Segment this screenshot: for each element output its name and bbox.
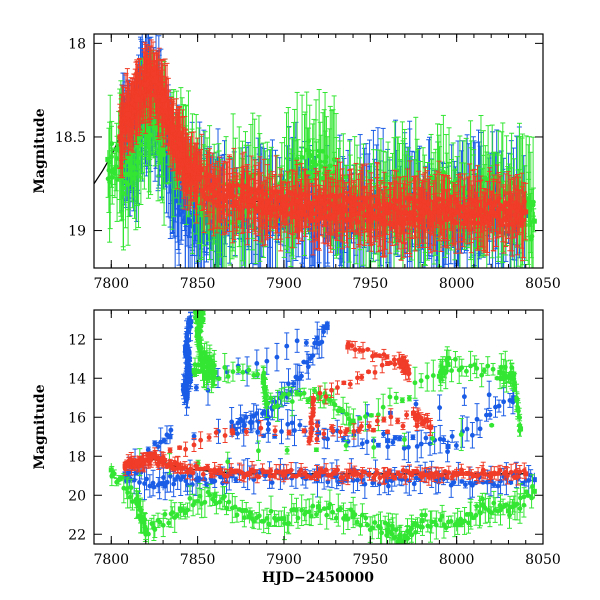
data-point bbox=[161, 152, 167, 158]
data-point bbox=[126, 171, 132, 177]
data-point bbox=[313, 162, 319, 168]
top-plot-data bbox=[94, 34, 537, 268]
data-point bbox=[109, 174, 115, 180]
data-point bbox=[299, 154, 305, 160]
data-point bbox=[385, 190, 391, 196]
data-point bbox=[176, 211, 182, 217]
data-point bbox=[463, 190, 469, 196]
data-point bbox=[531, 218, 537, 224]
data-point bbox=[531, 199, 536, 205]
data-point bbox=[105, 156, 111, 162]
data-point bbox=[107, 179, 113, 185]
data-point bbox=[307, 153, 313, 159]
data-point bbox=[159, 146, 165, 152]
data-point bbox=[120, 190, 126, 196]
data-point bbox=[317, 159, 323, 165]
data-point bbox=[187, 220, 193, 226]
data-point bbox=[195, 209, 201, 215]
